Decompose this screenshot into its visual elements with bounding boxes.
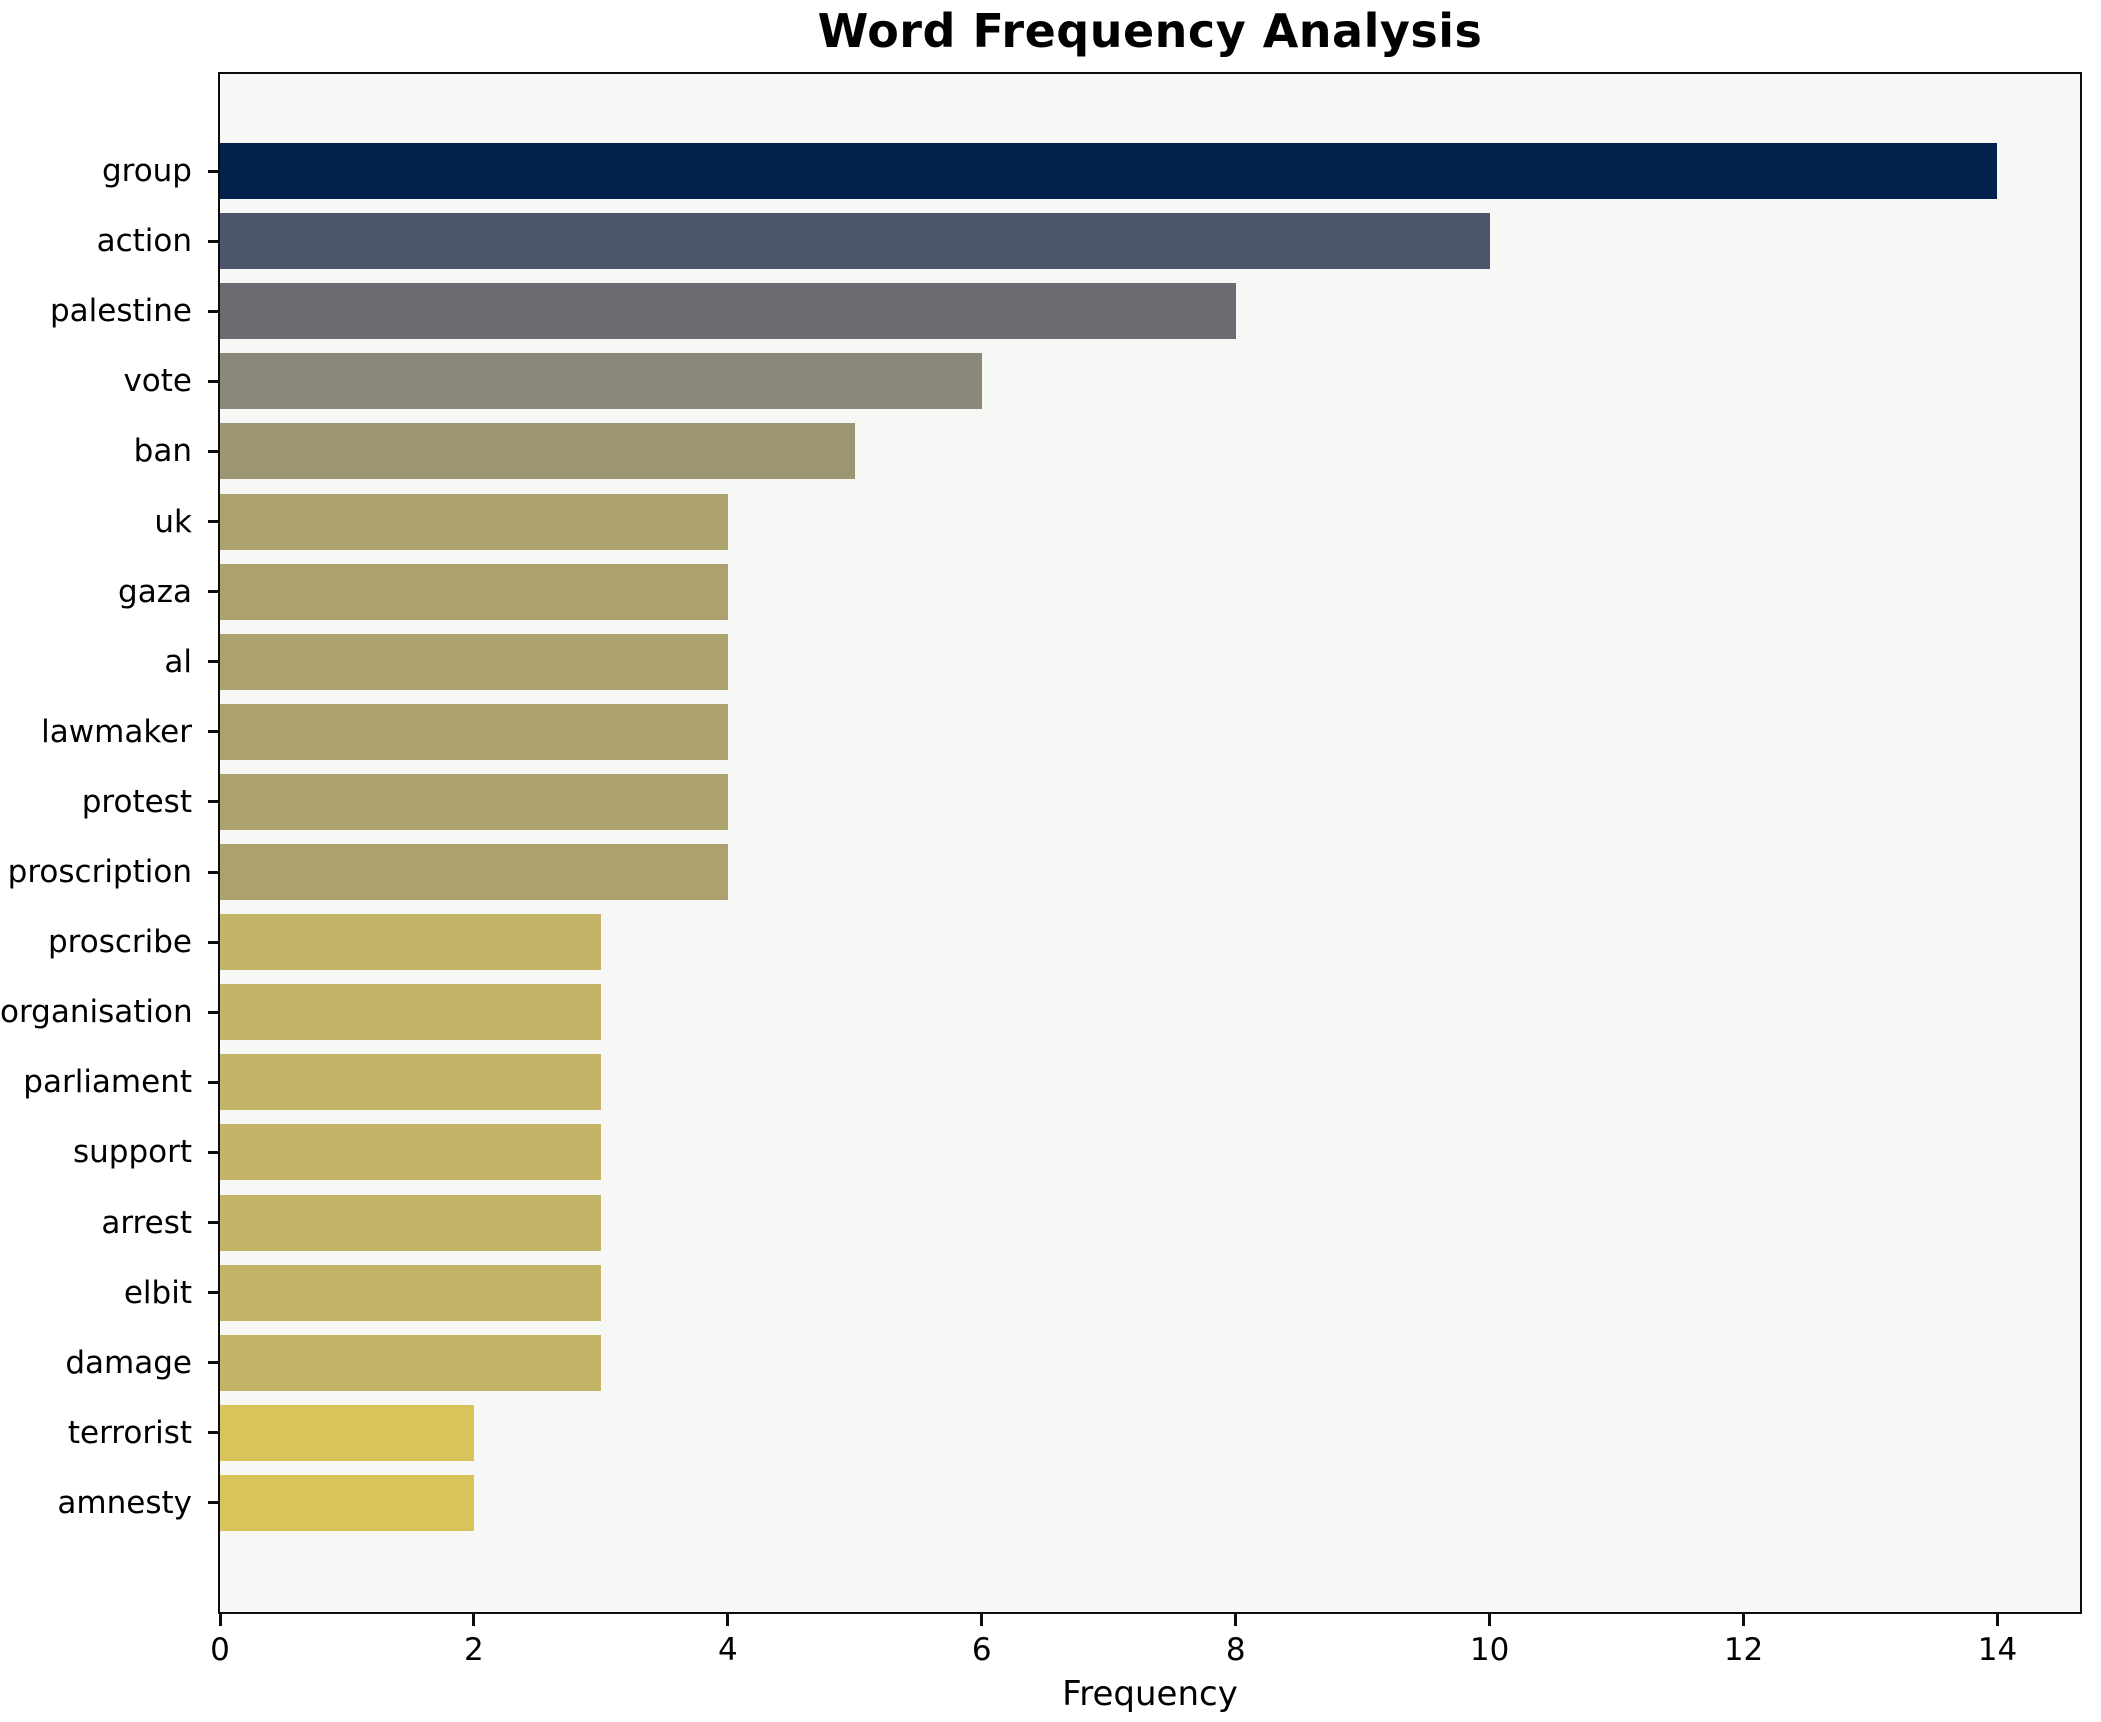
y-tick-mark	[208, 1221, 218, 1225]
y-tick-label-palestine: palestine	[50, 293, 192, 330]
x-tick-mark	[472, 1614, 476, 1626]
x-tick-label-2: 2	[464, 1632, 484, 1668]
bar-lawmaker	[220, 703, 728, 760]
bar-ban	[220, 423, 855, 480]
x-tick-label-12: 12	[1723, 1632, 1764, 1668]
bar-damage	[220, 1334, 601, 1391]
y-tick-mark	[208, 800, 218, 804]
y-tick-mark	[208, 1501, 218, 1505]
bar-gaza	[220, 563, 728, 620]
y-tick-mark	[208, 730, 218, 734]
x-tick-label-6: 6	[971, 1632, 992, 1668]
x-tick-label-10: 10	[1469, 1632, 1510, 1668]
bar-vote	[220, 353, 982, 410]
bar-palestine	[220, 283, 1236, 340]
y-tick-mark	[208, 1150, 218, 1154]
y-tick-label-organisation: organisation	[0, 994, 193, 1031]
x-tick-mark	[726, 1614, 730, 1626]
y-tick-label-amnesty: amnesty	[57, 1484, 192, 1521]
y-tick-label-gaza: gaza	[118, 573, 192, 610]
x-tick-label-8: 8	[1225, 1632, 1246, 1668]
x-axis-title: Frequency	[1062, 1674, 1238, 1714]
x-tick-mark	[1488, 1614, 1492, 1626]
bar-terrorist	[220, 1404, 474, 1461]
y-tick-mark	[208, 1361, 218, 1365]
x-tick-label-0: 0	[210, 1632, 230, 1668]
bar-proscribe	[220, 914, 601, 971]
x-tick-mark	[218, 1614, 222, 1626]
y-tick-mark	[208, 1291, 218, 1295]
y-tick-label-action: action	[96, 223, 192, 260]
y-tick-label-support: support	[72, 1134, 192, 1171]
y-tick-label-damage: damage	[65, 1344, 192, 1381]
y-tick-mark	[208, 309, 218, 313]
y-tick-mark	[208, 379, 218, 383]
y-tick-label-group: group	[101, 153, 192, 190]
y-tick-label-uk: uk	[154, 503, 192, 540]
y-tick-mark	[208, 520, 218, 524]
bar-arrest	[220, 1194, 601, 1251]
bar-protest	[220, 773, 728, 830]
y-axis-labels: group action palestine vote ban uk gaza al lawma…	[0, 72, 206, 1614]
y-tick-label-proscription: proscription	[7, 854, 192, 891]
y-tick-mark	[208, 1431, 218, 1435]
y-tick-mark	[208, 940, 218, 944]
bars-layer	[220, 74, 2080, 1612]
bar-support	[220, 1124, 601, 1181]
x-tick-mark	[980, 1614, 984, 1626]
y-tick-label-vote: vote	[123, 363, 192, 400]
x-axis: 0 2 4 6 8 10 12 14	[210, 1614, 2080, 1714]
x-tick-mark	[1234, 1614, 1238, 1626]
x-tick-label-4: 4	[717, 1632, 738, 1668]
x-tick-mark	[1995, 1614, 1999, 1626]
y-tick-label-lawmaker: lawmaker	[41, 713, 192, 750]
bar-elbit	[220, 1264, 601, 1321]
y-tick-label-terrorist: terrorist	[67, 1414, 192, 1451]
y-tick-label-al: al	[164, 643, 192, 680]
y-tick-label-protest: protest	[81, 783, 192, 820]
bar-organisation	[220, 984, 601, 1041]
x-tick-label-14: 14	[1977, 1632, 2018, 1668]
y-tick-mark	[208, 449, 218, 453]
bar-parliament	[220, 1054, 601, 1111]
y-tick-label-arrest: arrest	[101, 1204, 192, 1241]
y-tick-label-ban: ban	[133, 433, 192, 470]
y-tick-label-proscribe: proscribe	[47, 924, 192, 961]
y-tick-mark	[208, 660, 218, 664]
y-tick-mark	[208, 870, 218, 874]
plot-area	[218, 72, 2082, 1614]
bar-al	[220, 633, 728, 690]
y-tick-label-parliament: parliament	[23, 1064, 192, 1101]
y-tick-mark	[208, 239, 218, 243]
x-tick-mark	[1742, 1614, 1746, 1626]
y-tick-mark	[208, 1080, 218, 1084]
y-tick-mark	[208, 169, 218, 173]
y-tick-mark	[208, 1010, 218, 1014]
bar-action	[220, 213, 1490, 270]
y-tick-mark	[208, 590, 218, 594]
bar-amnesty	[220, 1474, 474, 1531]
y-tick-label-elbit: elbit	[123, 1274, 192, 1311]
bar-proscription	[220, 844, 728, 901]
bar-group	[220, 143, 1998, 200]
bar-uk	[220, 493, 728, 550]
chart-title: Word Frequency Analysis	[817, 4, 1483, 58]
